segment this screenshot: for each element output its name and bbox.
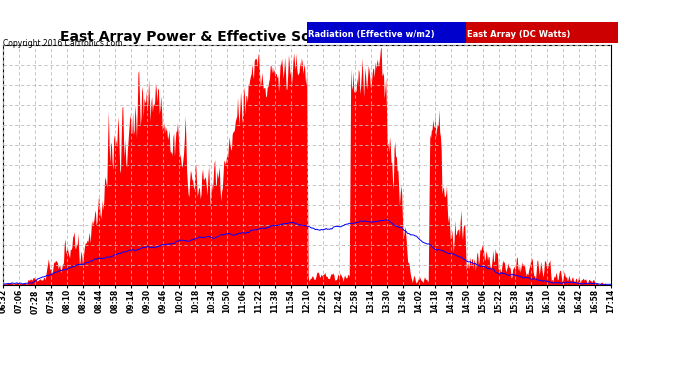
Text: Radiation (Effective w/m2): Radiation (Effective w/m2) xyxy=(308,30,435,39)
Text: Copyright 2016 Cartronics.com: Copyright 2016 Cartronics.com xyxy=(3,39,123,48)
Text: East Array (DC Watts): East Array (DC Watts) xyxy=(467,30,571,39)
Title: East Array Power & Effective Solar Radiation Sun Feb 28 17:24: East Array Power & Effective Solar Radia… xyxy=(61,30,553,44)
